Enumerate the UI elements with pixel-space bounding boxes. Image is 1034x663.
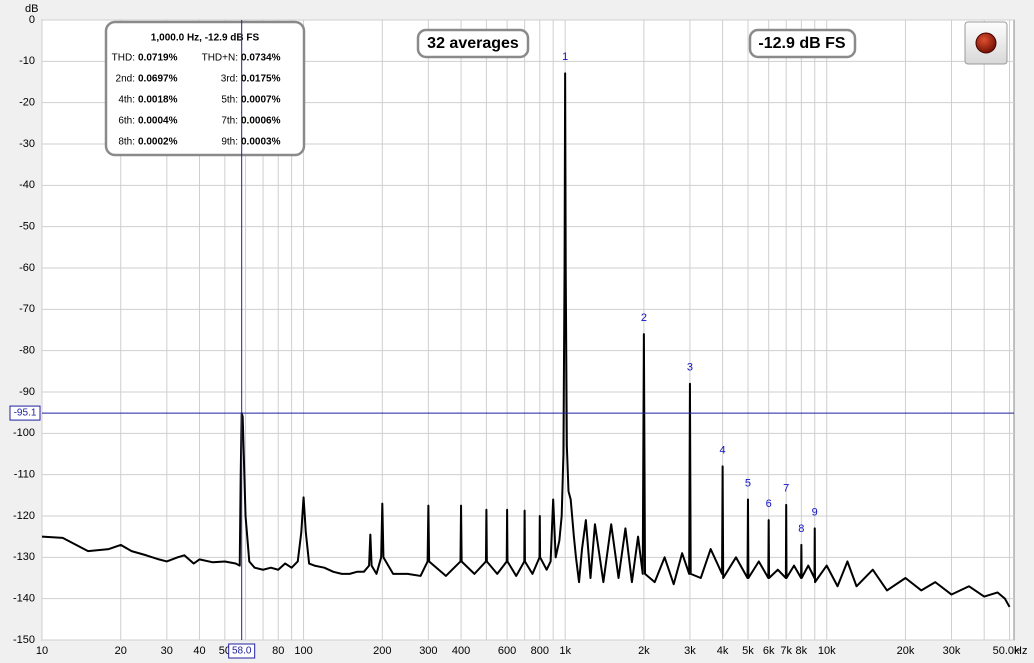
y-tick-label: -100 (13, 427, 35, 439)
harmonic-marker: 4 (720, 444, 726, 456)
level: -12.9 dB FS (758, 35, 845, 52)
record-led (975, 32, 997, 54)
y-tick-label: -40 (19, 179, 35, 191)
harmonic-marker: 7 (783, 483, 789, 495)
readout-label: THD+N: (202, 53, 238, 64)
x-tick-label: 40 (193, 645, 205, 657)
y-tick-label: -90 (19, 386, 35, 398)
y-tick-label: -110 (14, 469, 35, 481)
x-tick-label: 300 (419, 645, 437, 657)
y-tick-label: 0 (29, 14, 35, 26)
readout-title: 1,000.0 Hz, -12.9 dB FS (151, 33, 260, 44)
harmonic-marker: 3 (687, 362, 693, 374)
readout-label: 7th: (221, 116, 238, 127)
readout-value: 0.0697% (138, 74, 178, 85)
readout-value: 0.0003% (241, 137, 281, 148)
readout-value: 0.0006% (241, 116, 281, 127)
averages: 32 averages (427, 35, 519, 52)
x-tick-label: 200 (373, 645, 391, 657)
readout-label: 6th: (118, 116, 135, 127)
y-tick-label: -60 (19, 262, 35, 274)
y-tick-label: -150 (13, 634, 35, 646)
readout-box (104, 20, 306, 157)
readout-value: 0.0002% (138, 137, 178, 148)
x-tick-label: 1k (559, 645, 571, 657)
overlay: dB Hz 1,000.0 Hz, -12.9 dB FS 32 average… (9, 3, 1027, 659)
x-tick-label: 8k (796, 645, 808, 657)
x-tick-label: 5k (742, 645, 754, 657)
y-tick-label: -20 (19, 97, 35, 109)
x-tick-label: 800 (531, 645, 549, 657)
y-tick-label: -130 (13, 551, 35, 563)
x-tick-label: 20 (115, 645, 127, 657)
x-tick-label: 400 (452, 645, 470, 657)
readout-label: THD: (112, 53, 135, 64)
y-tick-label: -140 (13, 593, 35, 605)
readout-value: 0.0719% (138, 53, 178, 64)
harmonic-marker: 8 (798, 523, 804, 535)
x-tick-label: 30 (161, 645, 173, 657)
x-tick-label: 50.0k (993, 645, 1020, 657)
harmonic-marker: 9 (812, 506, 818, 518)
y-tick-label: -10 (19, 55, 35, 67)
readout-value: 0.0007% (241, 95, 281, 106)
averages-box (416, 28, 530, 59)
x-tick-label: 2k (638, 645, 650, 657)
readout-label: 8th: (118, 137, 135, 148)
level-box (748, 28, 857, 59)
harmonic-marker: 1 (562, 51, 568, 63)
x-tick-label: 80 (272, 645, 284, 657)
cursor-x-box (228, 643, 256, 659)
x-tick-label: 10 (36, 645, 48, 657)
spectrum-line (41, 72, 1011, 608)
readout-label: 4th: (118, 95, 135, 106)
x-tick-label: 10k (818, 645, 836, 657)
readout-label: 5th: (221, 95, 238, 106)
harmonic-marker: 5 (745, 477, 751, 489)
readout-value: 0.0004% (138, 116, 178, 127)
x-tick-label: 20k (897, 645, 915, 657)
x-tick-label: 4k (717, 645, 729, 657)
x-tick-label: 50 (219, 645, 231, 657)
readout-label: 9th: (221, 137, 238, 148)
x-tick-label: 6k (763, 645, 775, 657)
x-axis-label: Hz (1014, 645, 1027, 657)
readout-label: 3rd: (221, 74, 238, 85)
harmonic-marker: 6 (766, 498, 772, 510)
x-tick-label: 600 (498, 645, 516, 657)
y-tick-label: -50 (19, 221, 35, 233)
x-tick-label: 100 (294, 645, 312, 657)
grid (41, 19, 1014, 641)
readout-value: 0.0175% (241, 74, 281, 85)
y-tick-label: -30 (19, 138, 35, 150)
cursor-y-label: -95.1 (14, 408, 37, 419)
harmonic-marker: 2 (641, 312, 647, 324)
cursor-x-label: 58.0 (232, 646, 252, 657)
x-tick-label: 7k (780, 645, 792, 657)
y-axis-label: dB (25, 3, 38, 15)
readout-value: 0.0018% (138, 95, 178, 106)
y-tick-label: -120 (13, 510, 35, 522)
readout-label: 2nd: (116, 74, 135, 85)
y-tick-label: -70 (19, 303, 35, 315)
cursor-y-box (9, 405, 41, 421)
x-tick-label: 30k (943, 645, 961, 657)
trace (41, 72, 1011, 608)
x-tick-label: 3k (684, 645, 696, 657)
readout-value: 0.0734% (241, 53, 281, 64)
y-tick-label: -80 (19, 345, 35, 357)
